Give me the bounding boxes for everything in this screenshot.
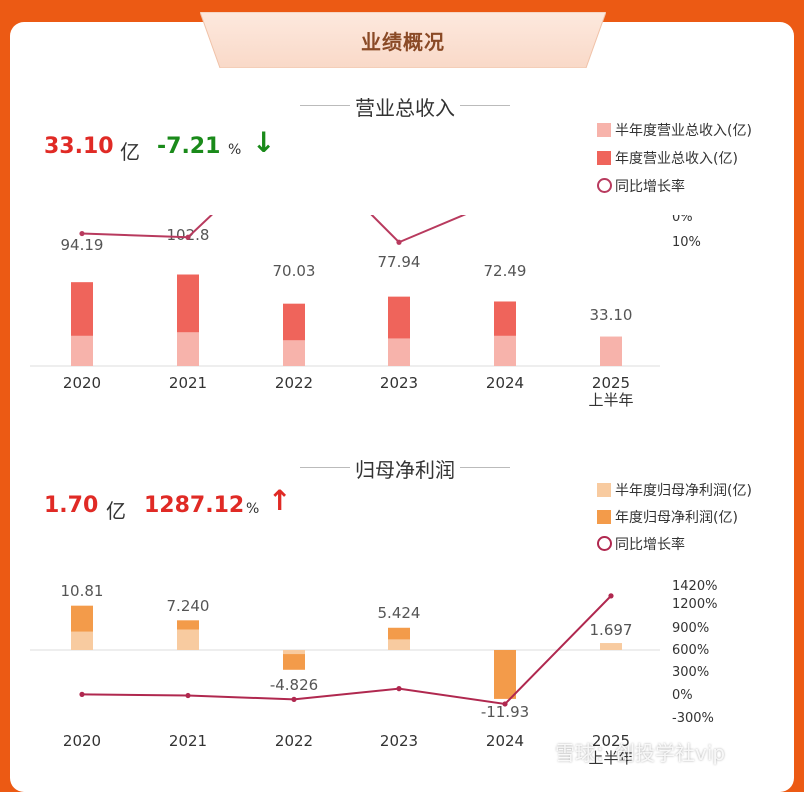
revenue-chart: 94.192020102.8202170.03202277.94202372.4…	[30, 215, 701, 409]
growth-point	[185, 692, 191, 699]
revenue-kpi-change: -7.21	[157, 134, 221, 159]
profit-chart: 10.81 2020 7.240 2021 -4.826 2022 5.424 2023 -11…	[30, 579, 717, 767]
y2-tick-label: 1420%	[672, 579, 717, 594]
revenue-down-arrow-icon: ↓	[252, 126, 276, 159]
category-label: 2024	[486, 374, 524, 392]
bar-half	[388, 639, 410, 650]
y2-tick-label: 0%	[672, 215, 693, 225]
data-label: -4.826	[270, 676, 318, 694]
profit-section-title: 归母净利润	[355, 458, 455, 482]
category-label: 2020	[63, 732, 101, 750]
growth-point	[185, 234, 191, 240]
data-label: 33.10	[590, 306, 633, 324]
revenue-legend-half-swatch	[597, 123, 611, 137]
category-label: 2021	[169, 374, 207, 392]
growth-point	[396, 686, 402, 692]
revenue-kpi-unit: 亿	[120, 140, 140, 164]
bar-half	[388, 338, 410, 366]
growth-point	[608, 593, 614, 599]
y2-tick-label: 1200%	[672, 597, 717, 612]
category-label: 2024	[486, 732, 524, 750]
category-label: 2020	[63, 374, 101, 392]
profit-legend-growth-marker	[597, 536, 612, 551]
y2-tick-label: 10%	[672, 235, 701, 250]
bar-half	[71, 631, 93, 650]
bar-half	[177, 332, 199, 366]
bar-half	[600, 336, 622, 366]
profit-kpi-pct: %	[246, 501, 260, 517]
profit-kpi-change: 1287.12	[144, 493, 245, 518]
data-label: -11.93	[481, 703, 529, 721]
bar-half	[71, 335, 93, 366]
category-label: 2025	[592, 732, 630, 750]
y2-tick-label: -300%	[672, 711, 714, 726]
category-label: 2023	[380, 732, 418, 750]
revenue-kpi-pct: %	[228, 142, 242, 158]
category-label: 2021	[169, 732, 207, 750]
y2-tick-label: 300%	[672, 665, 709, 680]
watermark: 雪球：创投学社vip	[555, 741, 726, 765]
category-label: 2023	[380, 374, 418, 392]
revenue-section-header: 营业总收入	[300, 92, 510, 120]
data-label: 10.81	[61, 582, 104, 600]
data-label: 5.424	[378, 604, 421, 622]
revenue-legend-growth-marker	[597, 178, 612, 193]
revenue-legend-annual-swatch	[597, 151, 611, 165]
profit-legend-annual-swatch	[597, 510, 611, 524]
data-label: 1.697	[590, 621, 633, 639]
bar-half	[494, 335, 516, 366]
profit-legend-half-swatch	[597, 483, 611, 497]
category-label: 上半年	[588, 749, 633, 767]
profit-kpi-unit: 亿	[106, 499, 126, 523]
y2-tick-label: 900%	[672, 621, 709, 636]
category-label: 上半年	[588, 391, 633, 409]
data-label: 7.240	[167, 597, 210, 615]
y2-tick-label: 0%	[672, 688, 693, 703]
bar-annual	[283, 650, 305, 670]
report-card	[10, 22, 794, 792]
bar-half	[283, 340, 305, 366]
revenue-section-title: 营业总收入	[355, 96, 455, 120]
category-label: 2025	[592, 374, 630, 392]
bar-half	[600, 643, 622, 650]
growth-point	[291, 696, 297, 702]
data-label: 94.19	[61, 236, 104, 254]
bar-half	[283, 650, 305, 655]
data-label: 72.49	[484, 262, 527, 280]
profit-up-arrow-icon: ↑	[268, 484, 292, 517]
category-label: 2022	[275, 374, 313, 392]
y2-tick-label: 600%	[672, 643, 709, 658]
data-label: 77.94	[378, 253, 421, 271]
profit-kpi-value: 1.70	[44, 493, 99, 518]
growth-line	[81, 595, 612, 706]
bar-half	[177, 629, 199, 650]
growth-point	[79, 691, 85, 697]
bar-annual	[494, 650, 516, 699]
growth-point	[502, 701, 508, 707]
growth-line	[81, 215, 467, 244]
data-label: 70.03	[273, 262, 316, 280]
growth-point	[79, 230, 85, 237]
category-label: 2022	[275, 732, 313, 750]
header-banner	[200, 12, 606, 68]
profit-section-header: 归母净利润	[300, 454, 510, 482]
growth-point	[396, 239, 402, 245]
revenue-kpi-value: 33.10	[44, 134, 114, 159]
